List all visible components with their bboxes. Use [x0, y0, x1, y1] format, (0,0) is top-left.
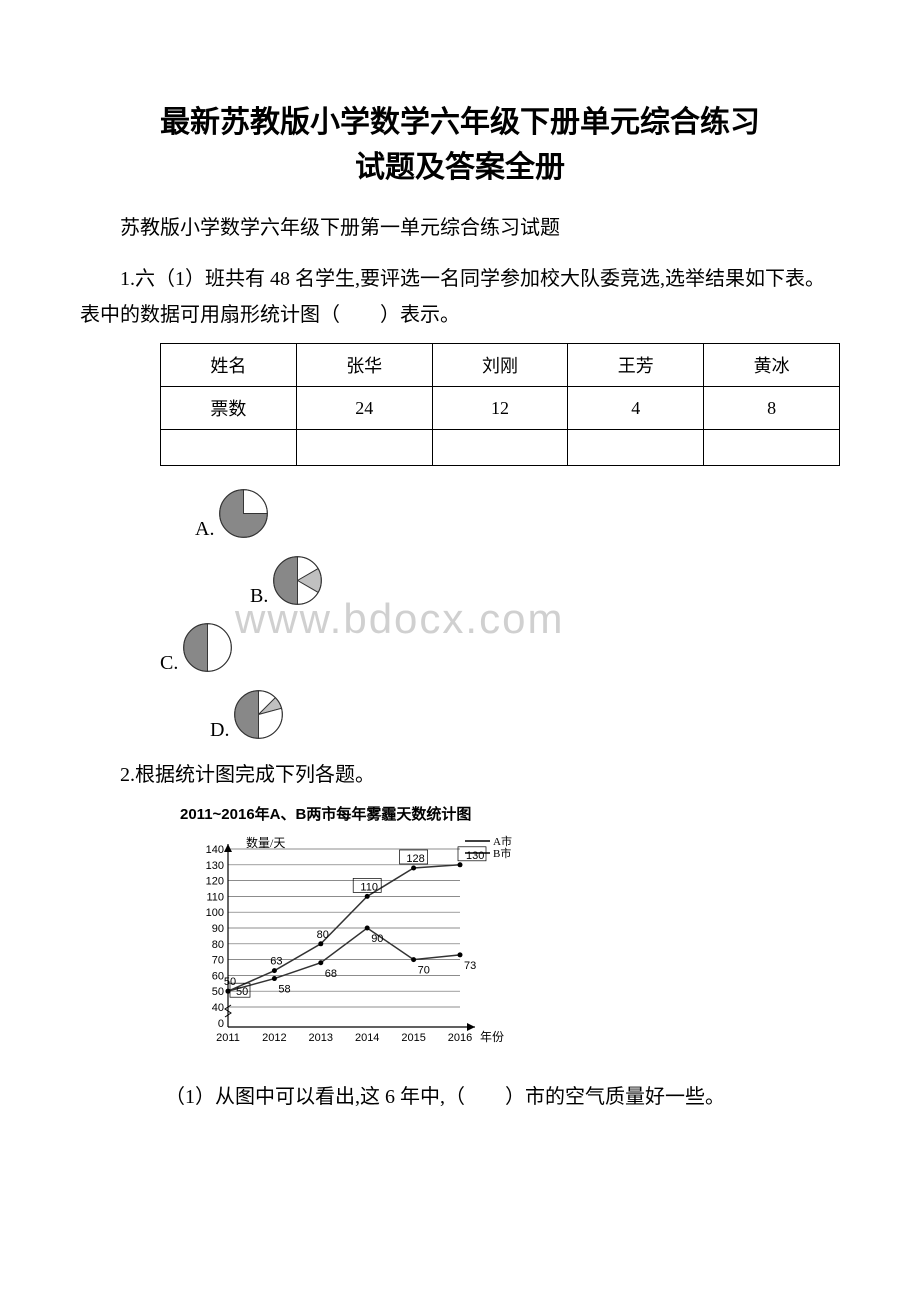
table-cell: 刘刚: [432, 344, 568, 387]
table-cell: 24: [296, 387, 432, 430]
table-cell: 黄冰: [704, 344, 840, 387]
document-title: 最新苏教版小学数学六年级下册单元综合练习 试题及答案全册: [80, 100, 840, 190]
option-label-d: D.: [210, 719, 229, 742]
svg-text:63: 63: [270, 956, 282, 968]
svg-text:50: 50: [236, 986, 248, 998]
option-label-c: C.: [160, 652, 178, 675]
pie-d-icon: [231, 687, 286, 742]
svg-text:130: 130: [206, 860, 224, 872]
option-d: D.: [210, 687, 840, 742]
svg-text:90: 90: [212, 923, 224, 935]
title-line2: 试题及答案全册: [80, 145, 840, 190]
pie-a-icon: [216, 486, 271, 541]
svg-text:60: 60: [212, 970, 224, 982]
table-cell: [704, 430, 840, 466]
pie-b-icon: [270, 553, 325, 608]
svg-text:数量/天: 数量/天: [246, 835, 285, 850]
line-chart-container: 2011~2016年A、B两市每年雾霾天数统计图 40 50 60 70 80 90 100…: [180, 803, 840, 1049]
table-data-row: 票数 24 12 4 8: [161, 387, 840, 430]
line-chart-title: 2011~2016年A、B两市每年雾霾天数统计图: [180, 803, 840, 824]
table-cell: [432, 430, 568, 466]
svg-text:B市: B市: [493, 846, 511, 860]
question-2: 2.根据统计图完成下列各题。: [80, 757, 840, 793]
table-cell: 姓名: [161, 344, 297, 387]
svg-text:70: 70: [418, 965, 430, 977]
svg-text:2012: 2012: [262, 1032, 286, 1044]
svg-text:120: 120: [206, 876, 224, 888]
svg-text:130: 130: [466, 850, 484, 862]
table-cell: 12: [432, 387, 568, 430]
svg-text:73: 73: [464, 960, 476, 972]
svg-text:70: 70: [212, 955, 224, 967]
table-cell: 4: [568, 387, 704, 430]
table-cell: 票数: [161, 387, 297, 430]
table-header-row: 姓名 张华 刘刚 王芳 黄冰: [161, 344, 840, 387]
svg-text:110: 110: [360, 881, 378, 893]
table-cell: 8: [704, 387, 840, 430]
svg-text:80: 80: [212, 939, 224, 951]
svg-text:2011: 2011: [216, 1032, 240, 1044]
svg-text:2013: 2013: [309, 1032, 333, 1044]
option-label-b: B.: [250, 585, 268, 608]
line-chart: 40 50 60 70 80 90 100 110 120 130 140 0 数量/天 2011 2012…: [180, 829, 520, 1049]
svg-text:2015: 2015: [401, 1032, 425, 1044]
svg-text:80: 80: [317, 929, 329, 941]
svg-text:100: 100: [206, 907, 224, 919]
subtitle: 苏教版小学数学六年级下册第一单元综合练习试题: [80, 210, 840, 246]
svg-text:110: 110: [206, 891, 224, 903]
svg-text:0: 0: [218, 1018, 224, 1030]
svg-text:128: 128: [406, 853, 424, 865]
table-cell: 张华: [296, 344, 432, 387]
svg-text:2016: 2016: [448, 1032, 472, 1044]
svg-text:58: 58: [278, 984, 290, 996]
election-table: 姓名 张华 刘刚 王芳 黄冰 票数 24 12 4 8: [160, 343, 840, 466]
svg-text:68: 68: [325, 968, 337, 980]
table-cell: [296, 430, 432, 466]
svg-text:140: 140: [206, 844, 224, 856]
table-empty-row: [161, 430, 840, 466]
title-line1: 最新苏教版小学数学六年级下册单元综合练习: [80, 100, 840, 145]
table-cell: 王芳: [568, 344, 704, 387]
svg-text:A市: A市: [493, 834, 512, 848]
svg-text:50: 50: [212, 986, 224, 998]
options-container: A. B. www.bdocx.com C. D.: [195, 486, 840, 742]
option-c: C.: [160, 620, 840, 675]
svg-text:2014: 2014: [355, 1032, 379, 1044]
option-b: B.: [250, 553, 840, 608]
svg-text:年份: 年份: [480, 1030, 504, 1044]
question-1: 1.六（1）班共有 48 名学生,要评选一名同学参加校大队委竞选,选举结果如下表…: [80, 261, 840, 333]
option-a: A.: [195, 486, 840, 541]
pie-c-icon: [180, 620, 235, 675]
question-2-sub1: （1）从图中可以看出,这 6 年中,（ ）市的空气质量好一些。: [165, 1079, 840, 1115]
svg-text:40: 40: [212, 1002, 224, 1014]
table-cell: [161, 430, 297, 466]
svg-text:90: 90: [371, 933, 383, 945]
table-cell: [568, 430, 704, 466]
option-label-a: A.: [195, 518, 214, 541]
